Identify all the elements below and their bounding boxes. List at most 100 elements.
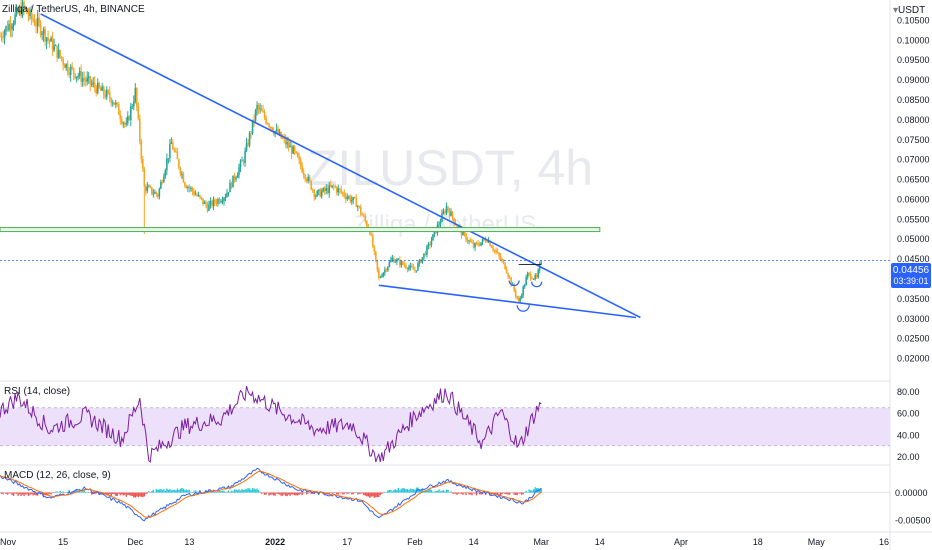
macd-histogram-bar xyxy=(29,492,31,495)
candle-body xyxy=(522,286,524,296)
macd-histogram-bar xyxy=(511,492,514,494)
candle-body xyxy=(495,250,497,253)
macd-histogram-bar xyxy=(391,491,394,493)
candle-body xyxy=(516,295,518,299)
candle-body xyxy=(175,150,177,153)
candle-body xyxy=(474,243,476,248)
drawings[interactable] xyxy=(0,13,890,319)
macd-histogram-bar xyxy=(430,490,433,493)
macd-histogram-bar xyxy=(62,491,64,493)
price-tick-label: 0.05500 xyxy=(897,214,930,224)
price-tick-label: 0.09500 xyxy=(897,55,930,65)
candle-body xyxy=(349,196,352,202)
candle-body xyxy=(298,157,300,160)
time-axis-ticks[interactable]: Nov 15 Dec 13 2022 17 Feb 14 Mar 14 Apr 18 May 16 xyxy=(0,537,889,547)
candle-body xyxy=(427,243,430,247)
candle-body xyxy=(490,246,493,248)
price-tick-label: 0.04500 xyxy=(897,254,930,264)
macd-histogram-bar xyxy=(63,492,66,494)
macd-histogram-bar xyxy=(284,492,287,496)
candle-body xyxy=(167,158,170,159)
candle-body xyxy=(20,7,22,17)
candle-body xyxy=(275,129,278,132)
macd-histogram-bar xyxy=(30,492,33,495)
macd-histogram-bar xyxy=(151,491,153,493)
candle-body xyxy=(277,129,279,135)
candle-body xyxy=(480,242,482,246)
candle-body xyxy=(178,159,180,168)
candle-body xyxy=(45,37,48,42)
candle-body xyxy=(465,233,467,241)
macd-histogram-bar xyxy=(24,492,27,495)
rsi-axis-ticks[interactable]: 80.00 60.00 40.00 20.00 xyxy=(897,387,920,462)
macd-histogram-bar xyxy=(334,492,336,494)
candle-body xyxy=(475,243,478,244)
macd-histogram-bar xyxy=(354,492,356,494)
macd-histogram-bar xyxy=(447,489,449,493)
trendline xyxy=(378,284,637,319)
macd-histogram-bar xyxy=(166,488,168,493)
macd-histogram-bar xyxy=(197,491,200,493)
candle-body xyxy=(433,230,436,235)
macd-histogram-bar xyxy=(75,490,78,493)
candle-body xyxy=(131,106,134,107)
macd-histogram-bar xyxy=(178,489,180,493)
candle-body xyxy=(179,167,182,174)
current-price-tag[interactable] xyxy=(891,263,931,288)
candle-body xyxy=(504,262,506,270)
candle-body xyxy=(486,241,488,243)
price-axis-ticks[interactable]: 0.10500 0.10000 0.09500 0.09000 0.08500 0.080… xyxy=(897,15,930,363)
macd-histogram-bar xyxy=(468,492,470,495)
candle-body xyxy=(400,261,403,266)
candle-body xyxy=(56,45,58,58)
main-legend[interactable]: Zilliqa / TetherUS, 4h, BINANCE xyxy=(2,4,145,15)
macd-histogram-bar xyxy=(26,492,28,495)
macd-histogram-bar xyxy=(406,489,409,493)
macd-histogram-bar xyxy=(451,492,454,494)
macd-histogram-bar xyxy=(514,492,517,495)
price-tick-label: 0.07000 xyxy=(897,155,930,165)
macd-histogram-bar xyxy=(259,491,261,493)
macd-histogram-bar xyxy=(454,492,457,494)
macd-histogram-bar xyxy=(339,492,341,494)
candle-body xyxy=(417,263,419,271)
candle-body xyxy=(122,122,125,124)
candle-body xyxy=(117,104,120,116)
candle-body xyxy=(287,141,290,148)
rsi-line xyxy=(0,385,542,464)
macd-histogram-bar xyxy=(257,489,260,493)
candle-body xyxy=(26,9,28,14)
candle-body xyxy=(489,240,491,247)
macd-histogram-bar xyxy=(409,488,412,493)
macd-histogram-bar xyxy=(245,489,248,493)
price-tick-label: 0.10500 xyxy=(897,15,930,25)
candle-body xyxy=(337,188,340,193)
macd-histogram-bar xyxy=(233,489,236,493)
candle-body xyxy=(181,173,183,175)
macd-histogram-bar xyxy=(343,492,345,494)
rsi-legend[interactable]: RSI (14, close) xyxy=(4,386,70,397)
macd-histogram-bar xyxy=(60,491,63,493)
macd-histogram-bar xyxy=(11,492,13,495)
candle-body xyxy=(226,192,228,198)
candle-body xyxy=(89,76,91,85)
candle-body xyxy=(75,76,78,79)
macd-histogram-bar xyxy=(396,490,398,493)
macd-axis-ticks[interactable]: 0.00000 -0.00500 xyxy=(895,488,931,525)
macd-histogram-bar xyxy=(194,490,197,493)
macd-histogram-bar xyxy=(142,492,144,498)
candle-body xyxy=(248,133,251,146)
macd-histogram-bar xyxy=(424,490,427,493)
macd-histogram-bar xyxy=(51,492,54,494)
candle-body xyxy=(325,188,328,191)
candle-body xyxy=(286,141,288,145)
macd-histogram-bar xyxy=(340,492,342,494)
candle-body xyxy=(430,240,433,246)
macd-histogram-bar xyxy=(366,492,368,497)
candle-body xyxy=(319,189,322,197)
candle-body xyxy=(525,277,527,286)
macd-histogram-bar xyxy=(438,489,440,493)
macd-legend[interactable]: MACD (12, 26, close, 9) xyxy=(4,470,111,481)
macd-histogram-bar xyxy=(441,490,443,493)
